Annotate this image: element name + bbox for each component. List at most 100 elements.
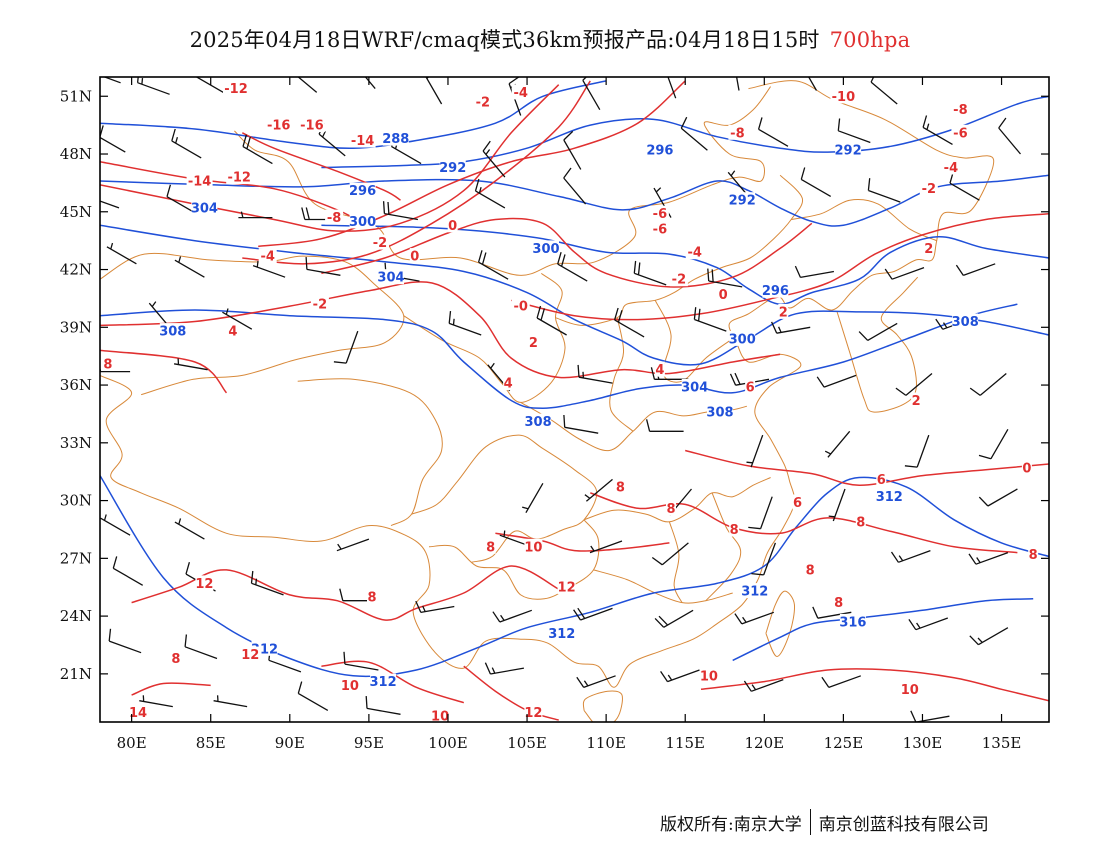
wind-barb [297,681,329,711]
height-contour-label: 292 [729,194,756,209]
temperature-contour-label: 12 [195,577,213,592]
wind-barb [613,307,645,338]
temperature-contour-4 [100,281,781,379]
wind-barb [563,414,599,434]
copyright-left: 版权所有:南京大学 [660,814,802,835]
contour-label-bg [258,248,277,264]
wind-barb [100,200,120,209]
contour-label-bg [439,159,466,175]
contour-label-bg [265,117,292,133]
wind-barb [660,669,700,683]
contour-label-bg [557,579,576,595]
wind-barb [333,330,359,364]
y-tick-label: 27N [60,549,92,567]
wind-barb [106,242,137,265]
contour-label-bg [729,192,756,208]
height-contour-label: 308 [952,315,979,330]
copyright-footer: 版权所有:南京大学 南京创蓝科技有限公司 [660,808,989,836]
boundary-hainan [582,690,623,722]
contour-label-bg [129,704,147,720]
height-contour-label: 300 [532,242,559,257]
temperature-contour-10 [495,532,670,552]
height-contour-296 [100,174,1049,227]
temperature-contour-label: -14 [188,175,212,190]
wind-barb [816,374,857,388]
wind-barb [563,167,587,205]
temperature-contour-label: -10 [832,90,856,105]
contour-label-bg [839,613,866,629]
wind-barb [557,252,588,282]
contour-label-bg [741,583,768,599]
temperature-contour-label: 0 [410,250,419,265]
temperature-contour-6 [685,449,1049,486]
temperature-contour-label: -4 [944,161,958,176]
contour-label-bg [718,286,729,302]
temperature-contour-label: 10 [901,683,919,698]
contour-label-bg [919,180,938,196]
x-tick-label: 100E [428,734,468,752]
wind-barb [108,628,142,654]
x-tick-label: 125E [824,734,864,752]
x-tick-label: 80E [117,734,147,752]
contour-label-bg [855,513,866,529]
temperature-contour-12 [463,665,559,721]
boundary-south-central [593,569,733,604]
wind-barb [807,77,818,91]
wind-barb [884,266,925,280]
contour-label-bg [830,88,857,104]
contour-label-bg [431,708,450,722]
wind-barb [522,482,544,514]
contour-label-bg [170,650,181,666]
temperature-contour-label: 2 [912,394,921,409]
contour-label-bg [195,575,214,591]
temperature-contour-label: -6 [953,126,967,141]
contour-label-bg [876,488,903,504]
temperature-contour-label: 8 [1029,548,1038,563]
height-contour-label: 312 [548,627,575,642]
contour-label-bg [525,413,552,429]
temperature-contour-label: 8 [616,481,625,496]
contour-label-bg [533,240,559,256]
contour-label-bg [349,213,376,229]
contour-label-bg [729,521,740,537]
contour-label-bg [503,375,514,391]
axis-ticks: 80E 85E 90E 95E 100E 105E 110E 115E 120E 125E 130E… [60,77,1049,752]
wind-barb [824,430,851,458]
boundary-yunnan-guizhou [428,519,600,600]
contour-label-bg [310,296,329,312]
contour-label-bg [524,538,543,554]
temperature-contour-label: 2 [779,305,788,320]
contour-label-bg [685,244,704,260]
wind-barb [895,373,933,396]
contour-label-bg [650,205,669,221]
wind-barb [536,305,567,336]
contour-label-bg [186,173,213,188]
contour-label-bg [548,625,575,641]
wind-barb [748,496,773,530]
temperature-contour-label: 6 [877,473,886,488]
x-tick-label: 95E [354,734,384,752]
wind-barb [136,77,170,95]
contour-label-bg [951,124,970,140]
contour-label-bg [241,646,260,662]
contour-label-bg [371,234,389,250]
height-contour-label: 292 [439,161,466,176]
wind-barb [978,428,1009,460]
x-tick-label: 130E [903,734,943,752]
contour-label-bg [728,124,747,140]
temperature-contour-label: 12 [524,706,542,721]
y-tick-label: 24N [60,607,92,625]
contour-label-bg [102,355,113,371]
temperature-contour-label: -2 [373,236,387,251]
contour-label-bg [650,221,669,237]
height-contour-label: 304 [191,201,218,216]
temperature-contour-label: 10 [431,710,449,725]
wind-barb [582,77,601,111]
height-contour-label: 304 [377,271,404,286]
temperature-contour-label: 8 [367,590,376,605]
wind-barb [978,488,1018,507]
height-contour-288 [100,80,607,149]
contour-label-bg [473,94,492,109]
contour-label-bg [370,673,397,689]
contour-label-bg [349,132,376,148]
